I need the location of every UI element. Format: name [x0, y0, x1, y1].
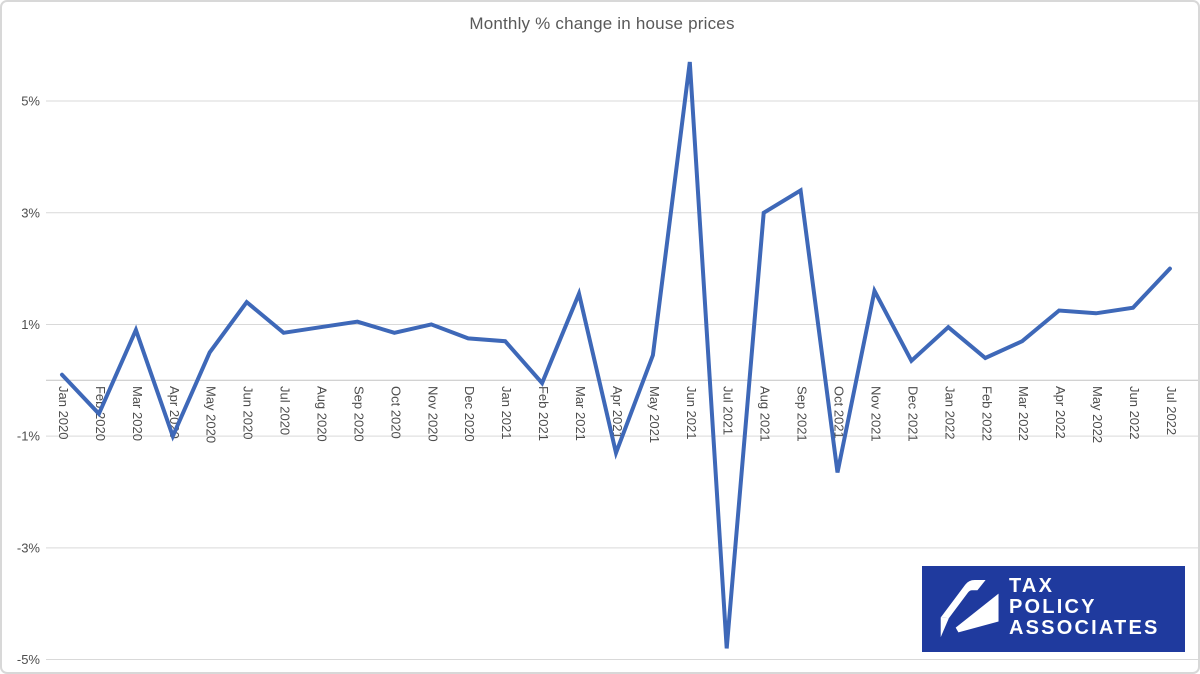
x-axis-label: Sep 2021: [795, 386, 810, 442]
y-axis-label: -3%: [17, 540, 41, 555]
x-axis-label: Nov 2020: [425, 386, 440, 442]
x-axis-label: Aug 2020: [315, 386, 330, 442]
x-axis-label: May 2021: [647, 386, 662, 443]
x-axis-label: Jun 2021: [684, 386, 699, 440]
tpa-logo-wordmark: TAX POLICY ASSOCIATES: [1009, 576, 1160, 639]
x-axis-label: Dec 2021: [905, 386, 920, 442]
x-axis-label: Apr 2022: [1053, 386, 1068, 439]
x-axis-label: May 2022: [1090, 386, 1105, 443]
x-axis-label: Sep 2020: [351, 386, 366, 442]
logo-line-tax: TAX: [1009, 575, 1055, 597]
x-axis-label: Mar 2020: [130, 386, 145, 441]
price-change-series-line: [60, 61, 1172, 649]
y-axis-label: -1%: [17, 429, 41, 444]
x-axis-label: Oct 2021: [832, 386, 847, 439]
x-axis-label: Jul 2021: [721, 386, 736, 435]
x-axis-label: May 2020: [204, 386, 219, 443]
y-axis-label: -5%: [17, 652, 41, 667]
x-axis-label: Jan 2020: [56, 386, 71, 440]
x-axis-label: Jan 2021: [499, 386, 514, 440]
x-axis-label: Jul 2020: [278, 386, 293, 435]
x-axis-label: Feb 2022: [979, 386, 994, 441]
tpa-logo: TAX POLICY ASSOCIATES: [922, 566, 1185, 652]
tpa-logo-mark-icon: [940, 580, 999, 638]
logo-line-policy: POLICY: [1009, 596, 1097, 618]
x-axis-label: Feb 2021: [536, 386, 551, 441]
chart-title: Monthly % change in house prices: [469, 14, 735, 33]
y-axis-label: 3%: [21, 205, 40, 220]
x-axis-label: Mar 2022: [1016, 386, 1031, 441]
x-axis-label: Nov 2021: [868, 386, 883, 442]
x-axis-label: Dec 2020: [462, 386, 477, 442]
x-axis-label: Oct 2020: [388, 386, 403, 439]
x-axis-label: Jan 2022: [942, 386, 957, 440]
y-axis-label: 1%: [21, 317, 40, 332]
y-axis-label: 5%: [21, 94, 40, 109]
x-axis-label: Apr 2021: [610, 386, 625, 439]
x-axis-label: Jun 2022: [1127, 386, 1142, 440]
x-axis-label: Mar 2021: [573, 386, 588, 441]
logo-line-associates: ASSOCIATES: [1009, 617, 1160, 639]
x-axis-label: Jun 2020: [241, 386, 256, 440]
x-axis-label: Jul 2022: [1164, 386, 1179, 435]
x-axis-label: Aug 2021: [758, 386, 773, 442]
